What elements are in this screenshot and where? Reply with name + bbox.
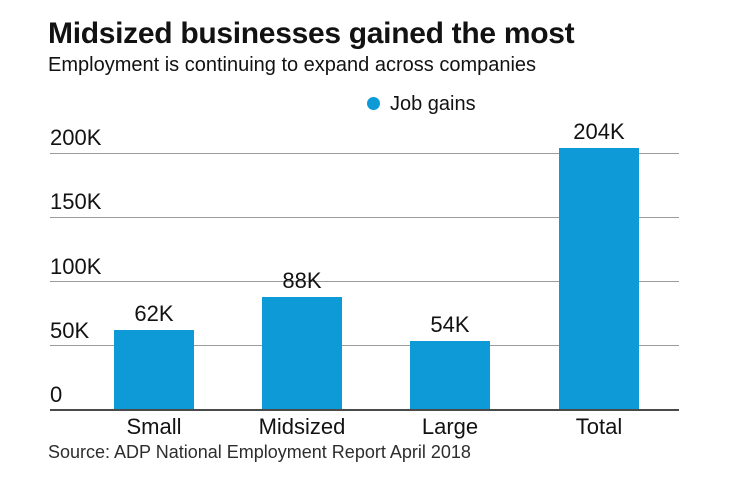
bar [559,147,639,410]
gridline [50,281,679,282]
x-tick-label: Midsized [258,414,346,439]
x-tick-label: Total [575,414,623,439]
bar [262,296,342,410]
legend: Job gains [367,93,476,114]
legend-label: Job gains [390,93,476,115]
bar-value-label: 62K [134,301,174,327]
gridline [50,152,679,154]
y-tick-label: 0 [50,382,63,407]
bar-value-label: 54K [430,311,470,337]
bar-value-label: 204K [573,118,625,144]
y-tick-label: 150K [50,189,102,215]
gridline [50,345,679,347]
x-tick-label: Small [126,414,182,439]
y-tick-label: 100K [50,253,102,279]
y-tick-label: 200K [50,125,102,150]
chart-subtitle: Employment is continuing to expand acros… [48,54,537,76]
y-tick-label: 50K [50,317,90,343]
bar [114,330,194,410]
bar-value-label: 88K [282,267,322,293]
x-tick-label: Large [421,414,479,439]
legend-dot-icon [367,97,380,110]
bar [410,340,490,410]
x-axis-line [50,409,679,411]
source-note: Source: ADP National Employment Report A… [48,442,471,462]
chart-title: Midsized businesses gained the most [48,17,575,50]
gridline [50,216,679,218]
